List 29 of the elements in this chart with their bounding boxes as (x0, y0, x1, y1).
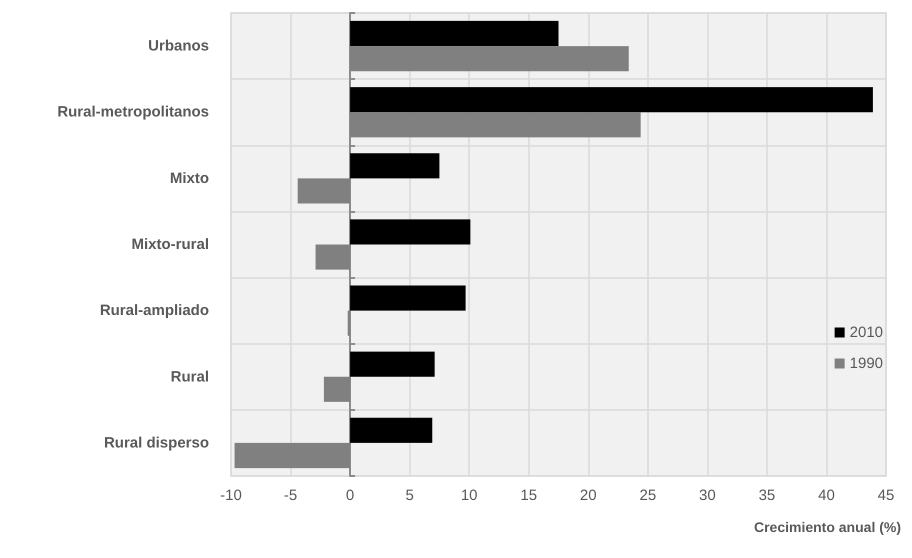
x-tick-label: -5 (284, 487, 298, 504)
bar (350, 219, 470, 244)
x-tick-label: 0 (346, 487, 354, 504)
x-tick-label: 15 (520, 487, 538, 504)
x-tick-label: 40 (818, 487, 835, 504)
y-tick-label: Mixto-rural (131, 236, 209, 253)
x-tick-label: 5 (405, 487, 414, 504)
x-tick-label: 25 (639, 487, 656, 504)
bar (350, 352, 435, 377)
x-tick-label: 35 (758, 487, 776, 504)
y-tick-label: Rural (170, 368, 209, 386)
bar (350, 87, 873, 112)
bar (350, 418, 432, 443)
bar (350, 153, 440, 178)
y-tick-label: Urbanos (148, 38, 209, 55)
bar (350, 20, 558, 46)
x-axis-title: Crecimiento anual (%) (754, 519, 901, 535)
x-tick-label: 10 (460, 487, 478, 504)
y-tick-label: Rural-metropolitanos (57, 104, 209, 121)
legend-label: 1990 (850, 355, 884, 372)
y-tick-label: Mixto (170, 170, 209, 187)
legend-label: 2010 (850, 324, 884, 341)
x-tick-label: 45 (878, 487, 894, 504)
y-tick-label: Rural-ampliado (100, 302, 209, 320)
x-tick-label: -10 (220, 487, 242, 504)
x-tick-label: 20 (580, 487, 597, 504)
bar (350, 286, 466, 311)
y-tick-label: Rural disperso (104, 434, 209, 452)
x-tick-label: 30 (699, 487, 716, 504)
